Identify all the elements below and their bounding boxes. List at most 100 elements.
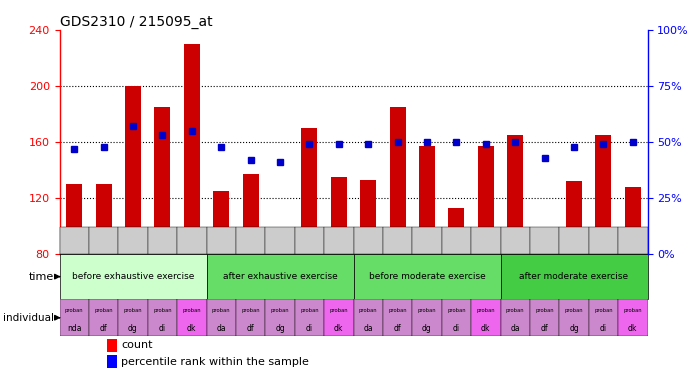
Bar [60,254,206,299]
Text: di: di [159,324,166,333]
Bar [507,135,524,254]
Bar [148,227,177,254]
Bar [177,299,206,336]
Bar [295,227,324,254]
Text: percentile rank within the sample: percentile rank within the sample [121,357,309,367]
Bar [265,299,295,336]
Bar [106,355,117,369]
Bar [324,299,354,336]
Text: di: di [453,324,460,333]
Text: nda: nda [67,324,81,333]
Text: proban: proban [447,308,466,313]
Bar [500,254,648,299]
Bar [419,146,435,254]
Text: da: da [363,324,373,333]
Bar [301,128,318,254]
Text: proban: proban [359,308,377,313]
Text: df: df [394,324,401,333]
Bar [206,299,236,336]
Text: proban: proban [183,308,201,313]
Bar [354,254,500,299]
Text: count: count [121,340,153,351]
Text: time: time [29,272,54,282]
Bar [206,227,236,254]
Bar [236,227,265,254]
Text: dg: dg [128,324,138,333]
Text: dg: dg [275,324,285,333]
Text: proban: proban [477,308,495,313]
Text: proban: proban [389,308,407,313]
Text: proban: proban [565,308,583,313]
Bar [148,299,177,336]
Bar [177,227,206,254]
Bar [618,299,648,336]
Bar [471,299,500,336]
Bar [618,227,648,254]
Text: di: di [600,324,607,333]
Text: before moderate exercise: before moderate exercise [369,272,485,281]
Bar [295,299,324,336]
Bar [477,146,494,254]
Text: before exhaustive exercise: before exhaustive exercise [72,272,194,281]
Text: after moderate exercise: after moderate exercise [519,272,629,281]
Text: proban: proban [153,308,172,313]
Text: proban: proban [418,308,436,313]
Text: dk: dk [481,324,491,333]
Bar [89,227,118,254]
Text: dk: dk [628,324,638,333]
Bar [206,254,354,299]
Bar [236,299,265,336]
Bar [500,299,530,336]
Text: proban: proban [594,308,612,313]
Text: after exhaustive exercise: after exhaustive exercise [223,272,337,281]
Bar [412,299,442,336]
Bar [589,227,618,254]
Bar [324,227,354,254]
Text: proban: proban [124,308,142,313]
Bar [412,227,442,254]
Bar [595,135,612,254]
Text: da: da [216,324,226,333]
Bar [360,180,377,254]
Bar [530,227,559,254]
Text: proban: proban [271,308,289,313]
Bar [354,227,383,254]
Bar [330,177,347,254]
Bar [154,107,171,254]
Bar [213,191,230,254]
Bar [383,299,412,336]
Bar [125,86,141,254]
Bar [471,227,500,254]
Text: proban: proban [330,308,348,313]
Bar [442,299,471,336]
Text: df: df [247,324,254,333]
Text: proban: proban [536,308,554,313]
Text: proban: proban [241,308,260,313]
Text: dg: dg [422,324,432,333]
Bar [183,44,200,254]
Bar [89,299,118,336]
Bar [106,339,117,352]
Bar [536,236,553,254]
Bar [354,299,383,336]
Bar [448,208,465,254]
Bar [530,299,559,336]
Bar [242,174,259,254]
Text: dk: dk [187,324,197,333]
Bar [118,299,148,336]
Bar [60,227,89,254]
Text: proban: proban [300,308,318,313]
Bar [500,227,530,254]
Text: proban: proban [624,308,642,313]
Bar [559,299,589,336]
Bar [589,299,618,336]
Bar [66,184,83,254]
Text: individual: individual [3,313,54,323]
Bar [118,227,148,254]
Text: proban: proban [506,308,524,313]
Bar [624,187,641,254]
Text: df: df [541,324,548,333]
Text: GDS2310 / 215095_at: GDS2310 / 215095_at [60,15,212,29]
Text: proban: proban [65,308,83,313]
Text: dg: dg [569,324,579,333]
